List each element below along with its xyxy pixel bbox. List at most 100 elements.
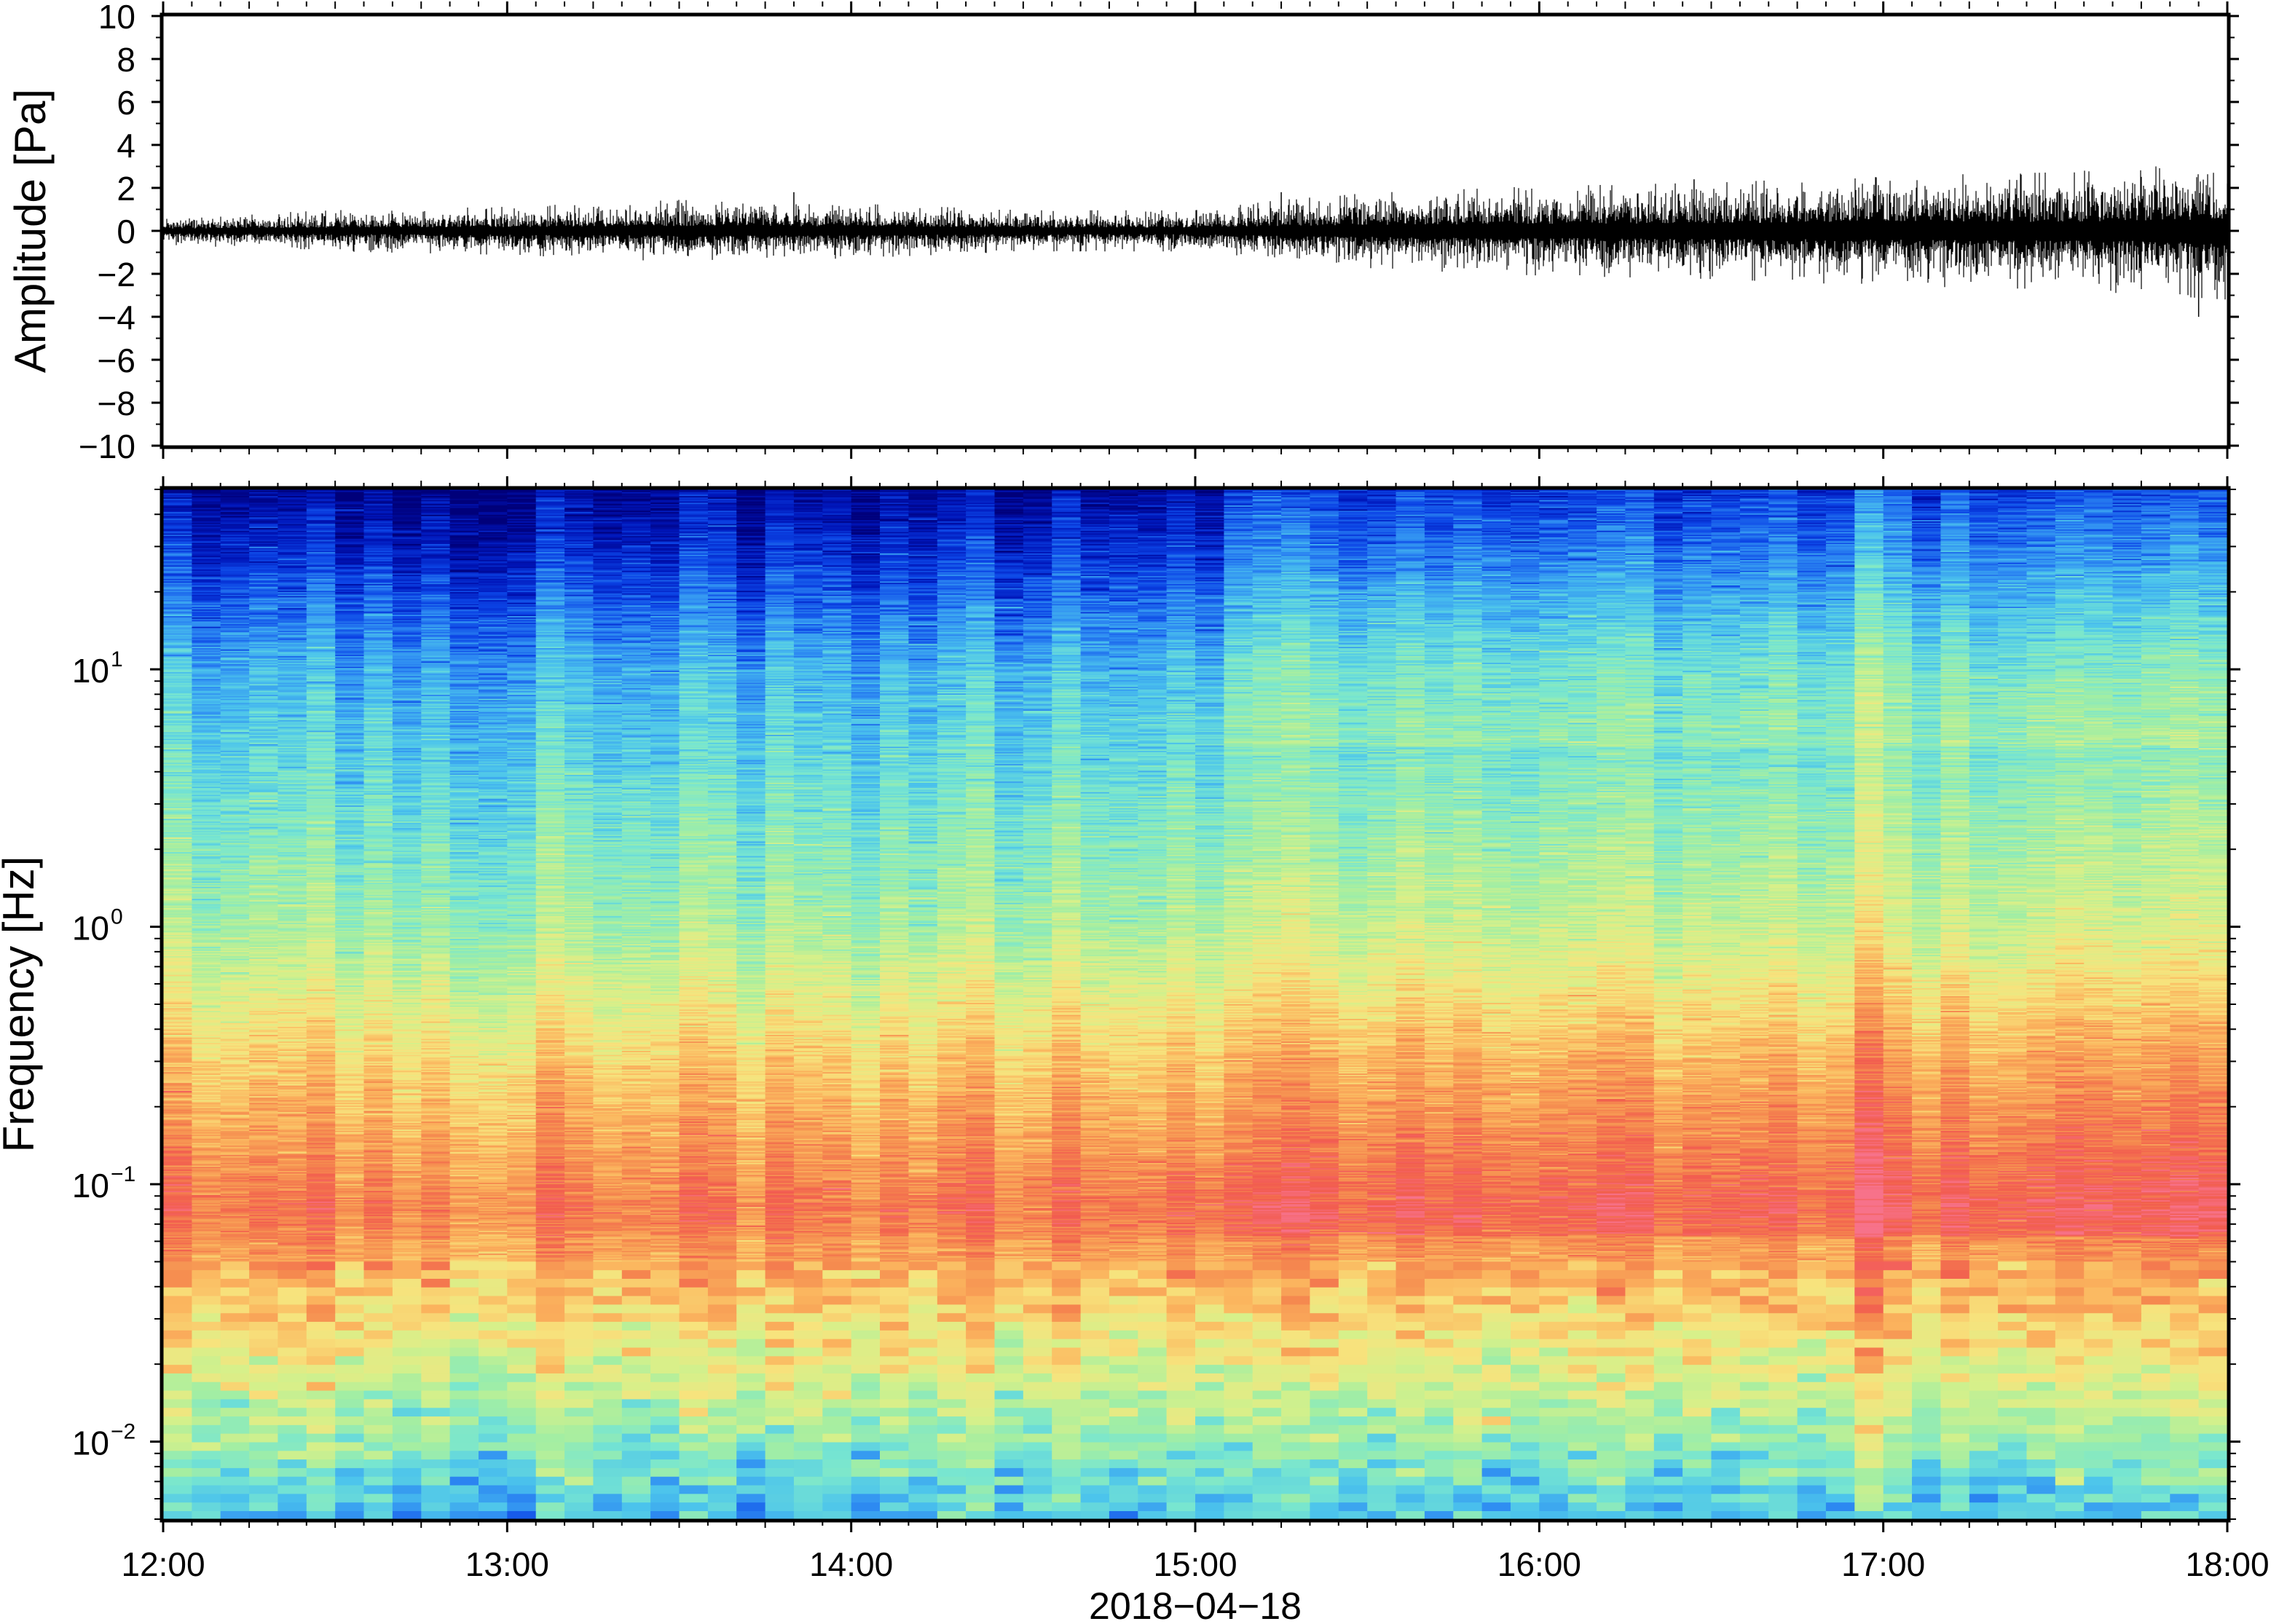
spectrogram-cell	[421, 1476, 450, 1486]
spectrogram-cell	[1654, 1433, 1683, 1443]
spectrogram-cell	[708, 1407, 737, 1416]
spectrogram-cell	[822, 1416, 851, 1425]
spectrogram-cell	[995, 1373, 1024, 1382]
spectrogram-cell	[2027, 1467, 2056, 1477]
spectrogram-cell	[765, 1287, 795, 1296]
spectrogram-cell	[1568, 1381, 1597, 1391]
spectrogram-cell	[1826, 1304, 1855, 1314]
spectrogram-cell	[1167, 1269, 1196, 1279]
spectrogram-cell	[421, 1467, 450, 1477]
spectrogram-cell	[1281, 1485, 1310, 1494]
spectrogram-cell	[1826, 1416, 1855, 1425]
spectrogram-cell	[2199, 1442, 2228, 1451]
spectrogram-cell	[507, 1321, 536, 1331]
spectrogram-cell	[1425, 1494, 1454, 1503]
spectrogram-cell	[1138, 1364, 1167, 1373]
spectrogram-cell	[1396, 1510, 1425, 1520]
spectrogram-cell	[1539, 1364, 1568, 1373]
spectrogram-cell	[1998, 1312, 2027, 1322]
spectrogram-cell	[1310, 1278, 1339, 1288]
spectrogram-cell	[1482, 1347, 1511, 1357]
spectrogram-cell	[1539, 1339, 1568, 1348]
spectrogram-cell	[1396, 1381, 1425, 1391]
spectrogram-cell	[479, 1321, 508, 1331]
spectrogram-cell	[1081, 1510, 1110, 1520]
spectrogram-cell	[278, 1494, 307, 1503]
spectrogram-cell	[307, 1347, 336, 1357]
spectrogram-cell	[307, 1356, 336, 1365]
spectrogram-cell	[1798, 1330, 1827, 1339]
spectrogram-cell	[1940, 1399, 1969, 1408]
spectrogram-cell	[2141, 1450, 2170, 1459]
spectrogram-cell	[593, 1330, 622, 1339]
spectrogram-cell	[1654, 1381, 1683, 1391]
spectrogram-cell	[1511, 1424, 1540, 1434]
spectrogram-cell	[851, 1494, 881, 1503]
spectrogram-cell	[1884, 1485, 1913, 1494]
spectrogram-panel: 10110010−110−2 12:00 13:00 14:00 15:00 16:00…	[0, 476, 2270, 1624]
spectrogram-cell	[1396, 1424, 1425, 1434]
spectrogram-cell	[1768, 1502, 1798, 1511]
spectrogram-cell	[851, 1269, 881, 1279]
spectrogram-cell	[1768, 1278, 1798, 1288]
amplitude-tick-label: −8	[98, 385, 135, 422]
spectrogram-cell	[249, 1381, 278, 1391]
spectrogram-cell	[1138, 1304, 1167, 1314]
spectrogram-cell	[450, 1476, 479, 1486]
spectrogram-cell	[1511, 1269, 1540, 1279]
spectrogram-cell	[536, 1459, 565, 1468]
spectrogram-cell	[221, 1510, 250, 1520]
spectrogram-cell	[1712, 1450, 1741, 1459]
spectrogram-cell	[593, 1373, 622, 1382]
spectrogram-cell	[2027, 1339, 2056, 1348]
spectrogram-cell	[1023, 1476, 1052, 1486]
spectrogram-cell	[1511, 1278, 1540, 1288]
spectrogram-cell	[536, 1287, 565, 1296]
spectrogram-cell	[1023, 1347, 1052, 1357]
spectrogram-cell	[536, 1399, 565, 1408]
spectrogram-cell	[450, 1390, 479, 1400]
spectrogram-cell	[192, 1510, 221, 1520]
spectrogram-cell	[2027, 1510, 2056, 1520]
spectrogram-cell	[421, 1416, 450, 1425]
spectrogram-cell	[1625, 1450, 1654, 1459]
spectrogram-cell	[1854, 1416, 1884, 1425]
spectrogram-cell	[421, 1304, 450, 1314]
spectrogram-cell	[1768, 1339, 1798, 1348]
spectrogram-cell	[192, 1459, 221, 1468]
spectrogram-cell	[1654, 1373, 1683, 1382]
spectrogram-cell	[335, 1510, 364, 1520]
spectrogram-cell	[1768, 1476, 1798, 1486]
spectrogram-cell	[1682, 1296, 1712, 1305]
spectrogram-cell	[1884, 1287, 1913, 1296]
spectrogram-cell	[1712, 1416, 1741, 1425]
spectrogram-cell	[1625, 1339, 1654, 1348]
spectrogram-cell	[1539, 1424, 1568, 1434]
spectrogram-cell	[1969, 1467, 1999, 1477]
spectrogram-cell	[908, 1356, 937, 1365]
spectrogram-cell	[2055, 1287, 2085, 1296]
spectrogram-cell	[1109, 1321, 1138, 1331]
spectrogram-cell	[479, 1269, 508, 1279]
spectrogram-cell	[708, 1261, 737, 1271]
spectrogram-cell	[1768, 1450, 1798, 1459]
spectrogram-cell	[192, 1304, 221, 1314]
spectrogram-cell	[1625, 1381, 1654, 1391]
spectrogram-cell	[1109, 1390, 1138, 1400]
spectrogram-cell	[307, 1476, 336, 1486]
spectrogram-cell	[1826, 1381, 1855, 1391]
spectrogram-cell	[1367, 1502, 1396, 1511]
spectrogram-cell	[1682, 1424, 1712, 1434]
spectrogram-cell	[1740, 1261, 1769, 1271]
spectrogram-cell	[221, 1467, 250, 1477]
spectrogram-cell	[221, 1287, 250, 1296]
spectrogram-cell	[593, 1399, 622, 1408]
spectrogram-cell	[1339, 1304, 1368, 1314]
spectrogram-cell	[564, 1321, 594, 1331]
spectrogram-cell	[249, 1399, 278, 1408]
spectrogram-cell	[1167, 1356, 1196, 1365]
spectrogram-cell	[564, 1450, 594, 1459]
spectrogram-cell	[1654, 1494, 1683, 1503]
spectrogram-cell	[1969, 1399, 1999, 1408]
spectrogram-cell	[1712, 1312, 1741, 1322]
